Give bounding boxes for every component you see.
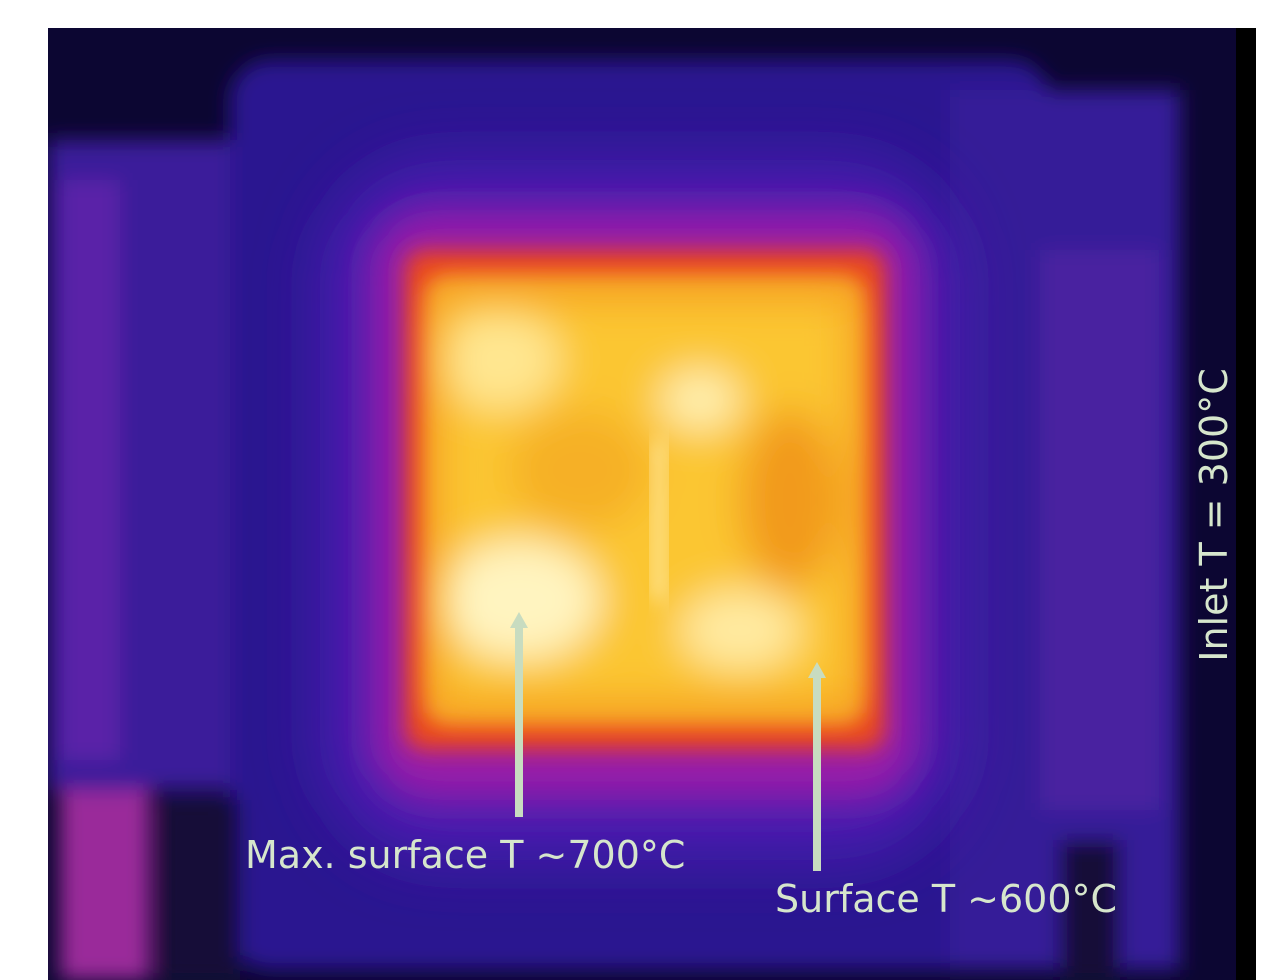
label-inlet: Inlet T = 300°C [1192,368,1236,661]
thermal-image: Max. surface T ~700°C Surface T ~600°C I… [0,0,1288,980]
label-max-surface: Max. surface T ~700°C [245,833,685,877]
page: Max. surface T ~700°C Surface T ~600°C I… [0,0,1288,980]
label-surface: Surface T ~600°C [775,877,1117,921]
